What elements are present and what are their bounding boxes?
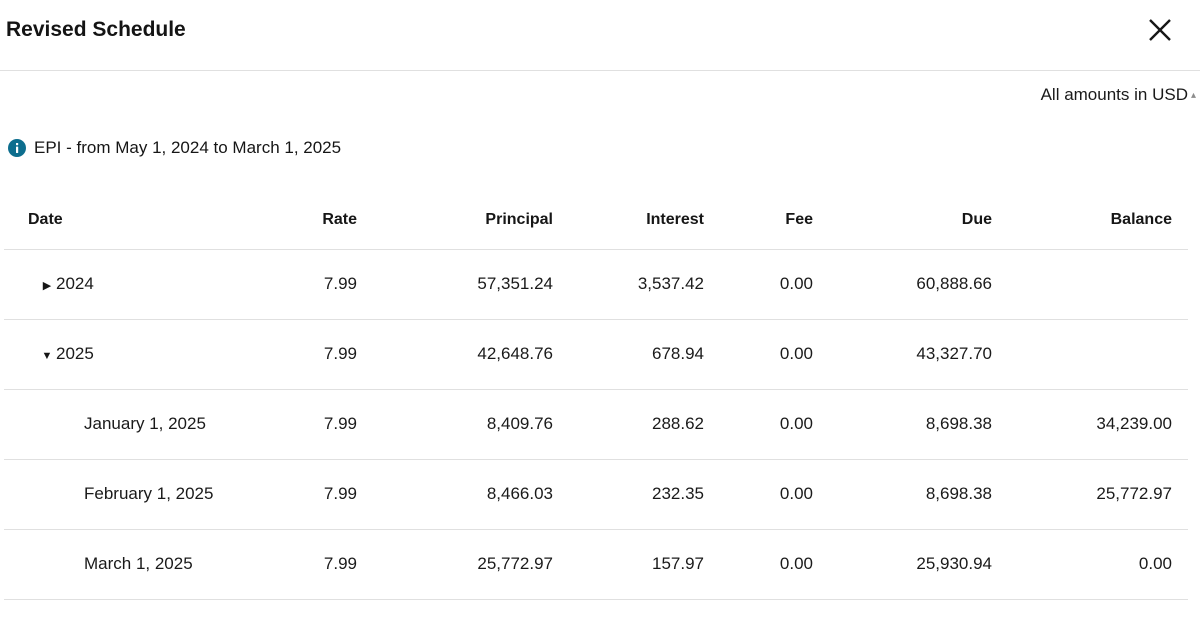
cell-due: 25,930.94 (813, 529, 992, 600)
caret-up-icon: ▴ (1190, 90, 1196, 101)
row-date: January 1, 2025 (4, 389, 237, 460)
cell-fee: 0.00 (704, 529, 813, 600)
table-row-year-2024[interactable]: ▶ 2024 7.99 57,351.24 3,537.42 0.00 60,88… (4, 249, 1188, 320)
schedule-summary-row: EPI - from May 1, 2024 to March 1, 2025 (0, 137, 1200, 159)
close-button[interactable] (1142, 12, 1178, 48)
cell-rate: 7.99 (237, 319, 357, 390)
schedule-period-label: EPI - from May 1, 2024 to March 1, 2025 (34, 138, 342, 157)
row-date: 2025 (56, 344, 94, 363)
collapse-row-icon[interactable]: ▼ (41, 350, 53, 362)
cell-interest: 157.97 (553, 529, 704, 600)
cell-balance: 25,772.97 (992, 459, 1188, 530)
cell-rate: 7.99 (237, 459, 357, 530)
cell-interest: 232.35 (553, 459, 704, 530)
column-header-date: Date (4, 191, 237, 250)
row-date: February 1, 2025 (4, 459, 237, 530)
cell-interest: 3,537.42 (553, 249, 704, 320)
expand-row-icon[interactable]: ▶ (42, 280, 52, 292)
cell-rate: 7.99 (237, 389, 357, 460)
modal-header: Revised Schedule (0, 0, 1200, 70)
page-title: Revised Schedule (6, 18, 186, 41)
cell-due: 60,888.66 (813, 249, 992, 320)
cell-principal: 42,648.76 (357, 319, 553, 390)
cell-rate: 7.99 (237, 529, 357, 600)
cell-principal: 57,351.24 (357, 249, 553, 320)
column-header-due: Due (813, 191, 992, 250)
cell-due: 8,698.38 (813, 389, 992, 460)
column-header-fee: Fee (704, 191, 813, 250)
column-header-principal: Principal (357, 191, 553, 250)
cell-balance (992, 249, 1188, 320)
currency-note: All amounts in USD (1040, 85, 1188, 104)
cell-balance: 0.00 (992, 529, 1188, 600)
cell-interest: 288.62 (553, 389, 704, 460)
cell-due: 8,698.38 (813, 459, 992, 530)
row-date: 2024 (56, 274, 94, 293)
cell-interest: 678.94 (553, 319, 704, 390)
schedule-table: Date Rate Principal Interest Fee Due Bal… (4, 191, 1188, 600)
table-row-february: February 1, 2025 7.99 8,466.03 232.35 0.… (4, 459, 1188, 530)
cell-principal: 8,409.76 (357, 389, 553, 460)
column-header-rate: Rate (237, 191, 357, 250)
cell-fee: 0.00 (704, 459, 813, 530)
info-icon[interactable] (8, 139, 26, 157)
cell-fee: 0.00 (704, 319, 813, 390)
cell-balance (992, 319, 1188, 390)
cell-fee: 0.00 (704, 389, 813, 460)
header-divider (0, 70, 1200, 71)
column-header-interest: Interest (553, 191, 704, 250)
currency-note-row: All amounts in USD ▴ (0, 71, 1200, 107)
cell-principal: 8,466.03 (357, 459, 553, 530)
close-icon (1149, 19, 1171, 41)
table-row-january: January 1, 2025 7.99 8,409.76 288.62 0.0… (4, 389, 1188, 460)
cell-balance: 34,239.00 (992, 389, 1188, 460)
cell-principal: 25,772.97 (357, 529, 553, 600)
cell-rate: 7.99 (237, 249, 357, 320)
table-header-row: Date Rate Principal Interest Fee Due Bal… (4, 191, 1188, 250)
table-row-march: March 1, 2025 7.99 25,772.97 157.97 0.00… (4, 529, 1188, 600)
row-date: March 1, 2025 (4, 529, 237, 600)
cell-due: 43,327.70 (813, 319, 992, 390)
table-row-year-2025[interactable]: ▼ 2025 7.99 42,648.76 678.94 0.00 43,327.… (4, 319, 1188, 390)
column-header-balance: Balance (992, 191, 1188, 250)
cell-fee: 0.00 (704, 249, 813, 320)
